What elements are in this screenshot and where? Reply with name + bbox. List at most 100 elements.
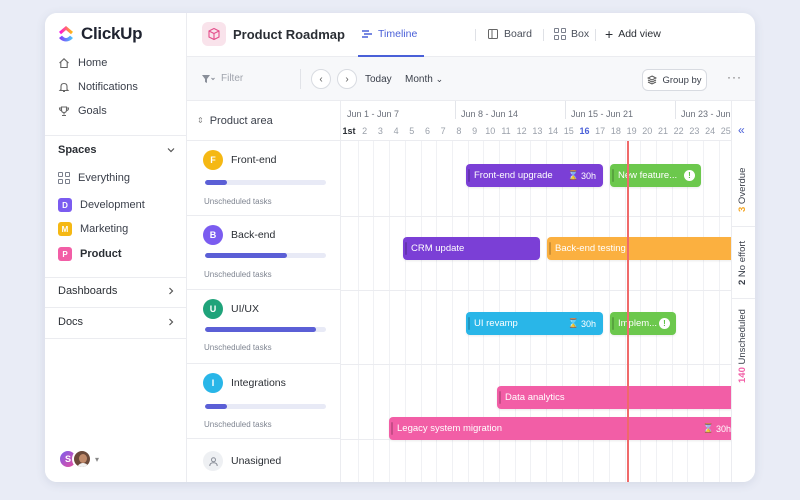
row-ui-ux[interactable]: U UI/UX Unscheduled tasks [187,290,341,364]
drag-handle[interactable] [499,391,501,404]
task-bar-backend-testing[interactable]: Back-end testing [547,237,731,260]
drag-handle[interactable] [468,317,470,330]
space-product[interactable]: P Product [58,247,122,261]
day-label: 18 [610,126,621,136]
user-menu[interactable]: S ▾ [58,449,99,469]
day-label: 2 [362,126,368,136]
day-gridline [436,141,438,482]
unscheduled-tasks-link[interactable]: Unscheduled tasks [204,343,272,352]
row-back-end[interactable]: B Back-end Unscheduled tasks [187,216,341,290]
box-icon [554,28,566,40]
day-label: 7 [440,126,446,136]
day-gridline [357,141,359,482]
hourglass-icon: ⌛ [567,170,579,180]
next-button[interactable]: › [337,69,357,89]
nav-home-label: Home [78,57,108,69]
hourglass-icon: ⌛ [567,318,579,328]
space-everything[interactable]: Everything [58,172,130,184]
tab-board[interactable]: Board [487,28,532,40]
task-bar-ui-revamp[interactable]: UI revamp ⌛ 30h [466,312,603,335]
unscheduled-tasks-link[interactable]: Unscheduled tasks [204,197,272,206]
sidebar-divider [45,338,187,339]
status-overdue[interactable]: 3 Overdue [737,168,748,212]
task-bar-frontend-upgrade[interactable]: Front-end upgrade ⌛ 30h [466,164,603,187]
sidebar: ClickUp Home Notifications Goals Spaces … [45,13,187,482]
nav-home[interactable]: Home [58,57,107,69]
tab-timeline[interactable]: Timeline [361,28,417,40]
day-gridline [593,141,595,482]
nav-notifications[interactable]: Notifications [58,81,138,93]
day-gridline [577,141,579,482]
day-gridline [451,141,453,482]
group-by-button[interactable]: Group by [642,69,707,91]
status-label: Unscheduled [737,309,748,365]
more-options-icon[interactable]: ··· [727,70,742,84]
product-area-header[interactable]: ⇕ Product area [187,101,341,141]
filter-button[interactable]: Filter [201,73,243,84]
unscheduled-tasks-link[interactable]: Unscheduled tasks [204,270,272,279]
space-development[interactable]: D Development [58,198,145,212]
chevron-right-icon [169,318,174,326]
spaces-label: Spaces [58,144,97,156]
day-label: 15 [563,126,574,136]
dashboards-link[interactable]: Dashboards [58,285,176,297]
row-label: Unasigned [231,455,282,467]
day-label: 9 [472,126,478,136]
docs-label: Docs [58,316,84,328]
drag-handle[interactable] [612,317,614,330]
status-count: 3 [737,206,748,212]
today-button[interactable]: Today [365,74,392,85]
chevron-down-icon: ⌄ [435,74,444,84]
drag-handle[interactable] [612,169,614,182]
task-bar-crm-update[interactable]: CRM update [403,237,540,260]
task-bar-implem[interactable]: Implem... ! [610,312,676,335]
docs-link[interactable]: Docs [58,316,176,328]
space-marketing[interactable]: M Marketing [58,222,128,236]
drag-handle[interactable] [405,242,407,255]
unscheduled-tasks-link[interactable]: Unscheduled tasks [204,420,272,429]
add-view-button[interactable]: + Add view [605,26,661,42]
task-label: New feature... [618,170,678,181]
day-label: 20 [642,126,653,136]
month-selector[interactable]: Month ⌄ [405,74,443,85]
row-unassigned[interactable]: Unasigned [187,439,341,482]
cube-icon [202,22,226,46]
row-front-end[interactable]: F Front-end Unscheduled tasks [187,141,341,216]
task-bar-new-feature[interactable]: New feature... ! [610,164,701,187]
status-label: No effort [737,240,748,278]
caret-down-icon: ▾ [95,454,100,464]
row-title: Unasigned [203,451,281,471]
status-unscheduled[interactable]: 140 Unscheduled [737,309,748,383]
task-bar-data-analytics[interactable]: Data analytics [497,386,731,409]
plus-icon: + [605,26,614,42]
prev-button[interactable]: ‹ [311,69,331,89]
active-tab-indicator [358,55,424,57]
logo[interactable]: ClickUp [56,24,143,44]
clickup-logo-icon [59,26,73,42]
alert-icon[interactable]: ! [659,318,670,329]
drag-handle[interactable] [468,169,470,182]
chevron-right-icon: › [345,73,349,85]
drag-handle[interactable] [549,242,551,255]
task-label: Implem... [618,318,658,329]
alert-icon[interactable]: ! [684,170,695,181]
month-label: Month [405,74,433,85]
chevron-left-icon: ‹ [319,73,323,85]
divider [565,101,566,119]
nav-goals[interactable]: Goals [58,105,107,117]
double-chevron-left-icon[interactable]: « [738,123,745,137]
space-product-avatar: P [58,247,72,261]
chevron-down-icon[interactable] [166,145,176,155]
task-label: Data analytics [505,392,565,403]
row-divider [341,290,731,291]
drag-handle[interactable] [391,422,393,435]
task-bar-legacy-migration[interactable]: Legacy system migration ⌛ 30h [389,417,731,440]
tab-box[interactable]: Box [554,28,589,40]
tab-timeline-label: Timeline [378,28,418,40]
spaces-header[interactable]: Spaces [58,144,176,156]
add-view-label: Add view [618,28,661,40]
timeline-icon [362,30,372,38]
status-count: 140 [737,367,748,383]
row-integrations[interactable]: I Integrations Unscheduled tasks [187,364,341,439]
status-no-effort[interactable]: 2 No effort [737,241,748,285]
